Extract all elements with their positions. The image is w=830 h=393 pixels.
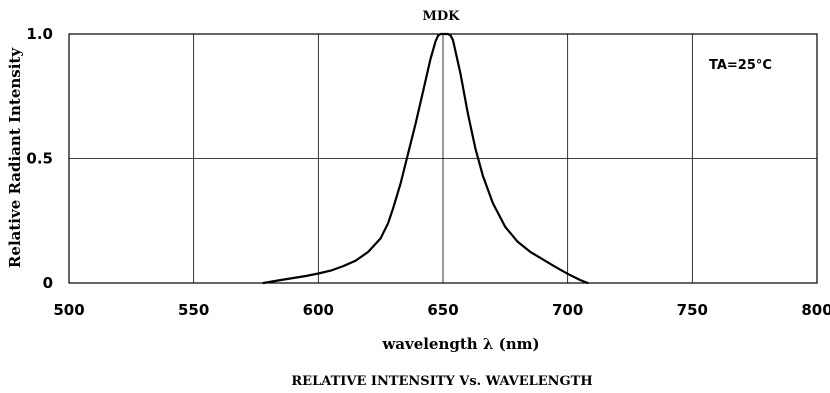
x-tick-label-750: 750: [677, 301, 708, 319]
temperature-annotation: TA=25°C: [709, 58, 772, 73]
y-tick-label-1.0: 1.0: [26, 25, 53, 43]
chart-caption: RELATIVE INTENSITY Vs. WAVELENGTH: [291, 374, 592, 389]
x-tick-label-800: 800: [801, 301, 830, 319]
series-line-0: [262, 32, 589, 285]
x-axis-label: wavelength λ (nm): [381, 335, 539, 353]
y-axis-label: Relative Radiant Intensity: [6, 47, 24, 268]
series-layer: [262, 32, 589, 285]
y-tick-label-0: 0: [43, 274, 53, 292]
grid-layer: [69, 34, 817, 283]
y-tick-label-0.5: 0.5: [26, 150, 53, 168]
x-tick-label-700: 700: [552, 301, 583, 319]
x-tick-label-650: 650: [427, 301, 458, 319]
x-tick-label-550: 550: [178, 301, 209, 319]
x-tick-labels: 500 550 600 650 700 750 800: [53, 301, 830, 319]
x-tick-label-500: 500: [53, 301, 84, 319]
chart-title: MDK: [423, 9, 461, 24]
y-tick-labels: 0 0.5 1.0: [26, 25, 53, 292]
x-tick-label-600: 600: [303, 301, 334, 319]
